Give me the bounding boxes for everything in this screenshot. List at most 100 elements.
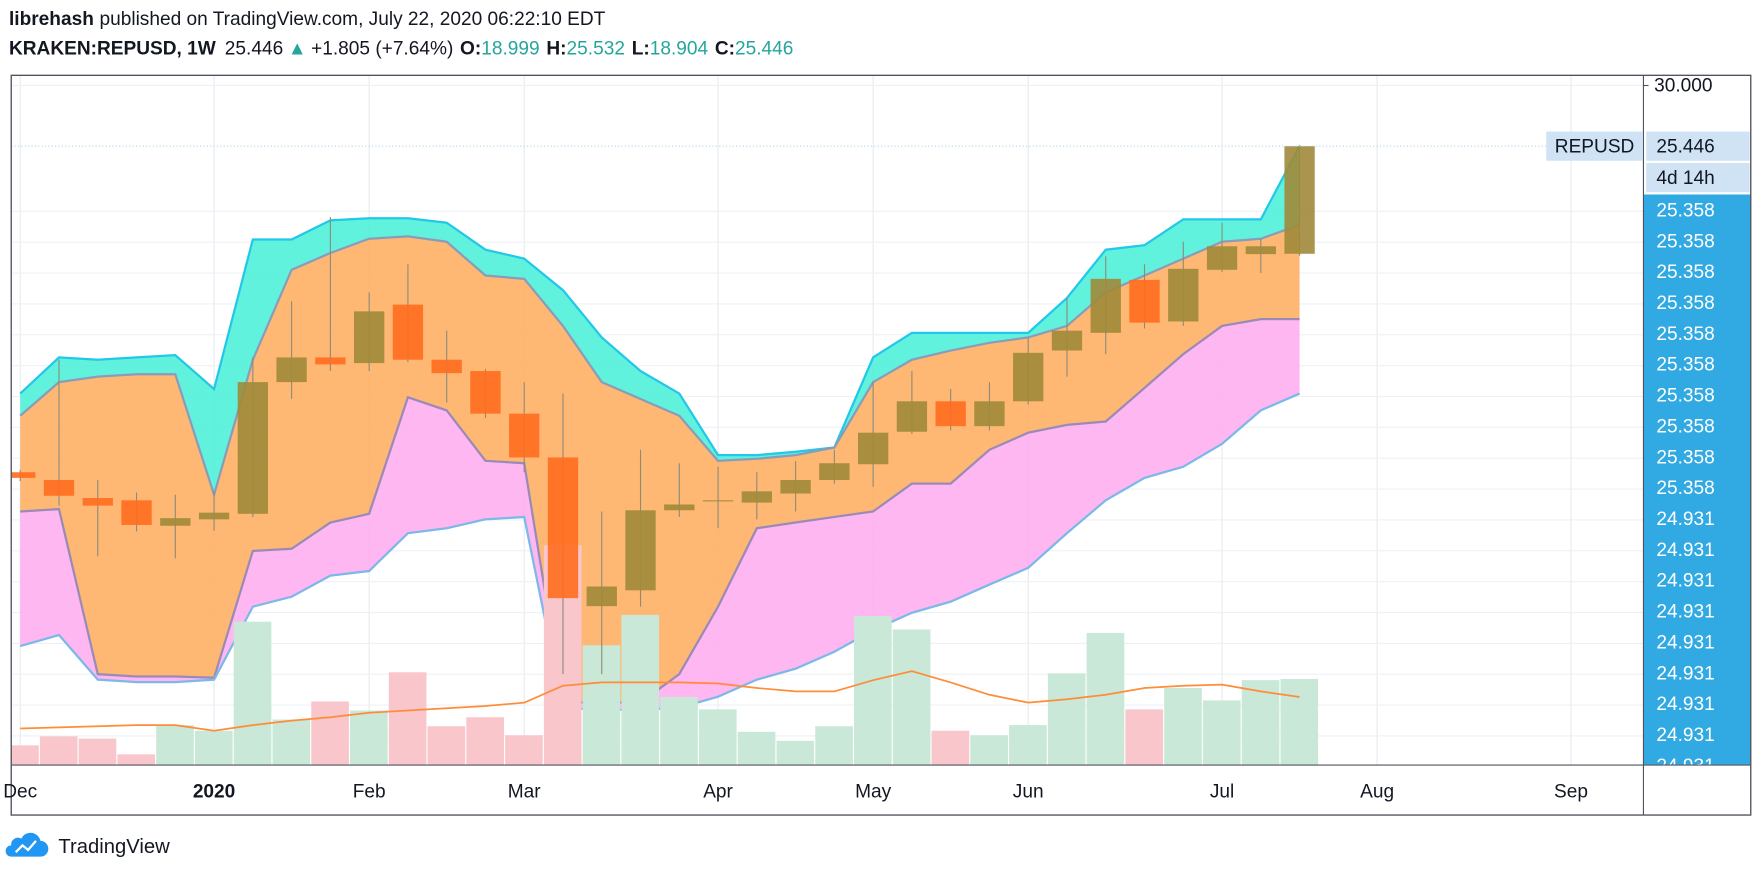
scale-label: 25.358	[1656, 416, 1714, 437]
countdown: 4d 14h	[1656, 168, 1714, 189]
volume-bar	[233, 621, 272, 765]
change: +1.805 (+7.64%)	[311, 39, 453, 60]
candle-body	[819, 463, 850, 481]
scale-label: 24.931	[1656, 694, 1714, 715]
l-value: 18.904	[650, 39, 709, 60]
scale-label: 24.931	[1656, 663, 1714, 684]
frame	[10, 74, 1752, 816]
volume-bar	[815, 726, 853, 765]
volume-bar	[1280, 679, 1319, 765]
candle-body	[82, 498, 113, 506]
candle-body	[43, 480, 75, 496]
x-tick-label: Feb	[353, 782, 386, 803]
x-tick-label: Jul	[1210, 782, 1234, 803]
candle-body	[896, 401, 928, 432]
header-line: librehash published on TradingView.com, J…	[9, 9, 606, 30]
scale-label: 24.931	[1656, 540, 1714, 561]
volume-bar	[39, 736, 78, 765]
volume-bar	[892, 629, 931, 765]
scale-label: 24.931	[1656, 571, 1714, 592]
candle-body	[857, 432, 889, 465]
candle-body	[625, 510, 656, 591]
candle-body	[974, 401, 1005, 427]
volume-bar	[737, 731, 776, 765]
volume-bar	[272, 719, 311, 765]
scale-label: 24.931	[1656, 725, 1714, 746]
volume-bar	[1202, 700, 1241, 765]
l-label: L:	[632, 39, 650, 60]
scale-band	[1644, 194, 1751, 765]
volume-bar	[776, 740, 815, 765]
logo-chart	[14, 840, 37, 853]
candle-body	[353, 311, 385, 364]
scale-labels: 25.358 25.358 25.358 25.358 25.358 25.358 25.3…	[1644, 194, 1751, 765]
c-value: 25.446	[735, 39, 793, 60]
candle-body	[664, 504, 695, 511]
volume-bar	[1047, 673, 1086, 765]
x-tick-label: Jun	[1013, 782, 1044, 803]
candle-body	[1090, 278, 1121, 333]
y-tick-label: 30.000	[1654, 76, 1712, 97]
candle-body	[780, 480, 811, 494]
volume-bar	[156, 725, 194, 765]
volume-bar	[1241, 680, 1280, 765]
logo-cloud	[5, 832, 49, 857]
volume-bar	[1164, 688, 1202, 765]
candle-body	[741, 491, 772, 503]
volume-bar	[350, 710, 388, 765]
price-box	[1646, 131, 1750, 161]
logo	[5, 832, 49, 857]
x-tick-label: Mar	[508, 782, 542, 803]
volume-bar	[931, 730, 970, 765]
candle-body	[237, 382, 269, 514]
candle-body	[1284, 146, 1315, 254]
ribbon-line	[19, 145, 1301, 457]
candle-body	[1206, 246, 1238, 270]
o-value: 18.999	[481, 39, 539, 60]
ribbon-band	[20, 319, 1300, 710]
price-name-box	[1546, 131, 1643, 161]
last-price: 25.446	[225, 39, 283, 60]
candle-body	[11, 472, 36, 478]
volume-bar	[78, 738, 117, 765]
candle-body	[160, 518, 191, 526]
author: librehash	[9, 9, 94, 30]
volume-bar	[117, 754, 156, 765]
ribbon-line	[19, 392, 1301, 711]
candle-body	[547, 457, 579, 599]
volume-bar	[11, 745, 39, 765]
volume-bar	[1009, 725, 1047, 765]
candle-body	[276, 357, 307, 383]
candle-body	[431, 359, 462, 374]
ribbon-line	[20, 318, 1300, 704]
candle-body	[935, 401, 966, 427]
scale-label: 25.358	[1656, 324, 1714, 345]
candle-body	[470, 371, 501, 414]
x-tick-label: 2020	[193, 782, 235, 803]
x-tick-label: Aug	[1360, 782, 1394, 803]
volume-bar	[621, 614, 660, 765]
candle-body	[509, 413, 540, 458]
scale-label: 25.358	[1656, 231, 1714, 252]
scale-label: 25.358	[1656, 262, 1714, 283]
volume-bar	[698, 709, 737, 765]
brand: TradingView	[58, 836, 170, 858]
candle-body	[1245, 246, 1276, 255]
volume-bar	[854, 616, 892, 765]
scale-label: 24.931	[1656, 602, 1714, 623]
candle-body	[198, 512, 230, 520]
candle-body	[1051, 330, 1083, 351]
ribbon-line	[19, 223, 1300, 499]
candle-body	[1013, 352, 1044, 402]
scale-label: 25.358	[1656, 478, 1714, 499]
volume-bar	[970, 735, 1008, 765]
candle-body	[392, 304, 424, 360]
scale-label: 24.931	[1656, 509, 1714, 530]
h-value: 25.532	[567, 39, 625, 60]
c-label: C:	[715, 39, 735, 60]
x-tick-label: Apr	[703, 782, 733, 803]
price-label: 25.446	[1656, 136, 1714, 157]
volume-bar	[311, 701, 349, 765]
candle-body	[1129, 279, 1160, 323]
